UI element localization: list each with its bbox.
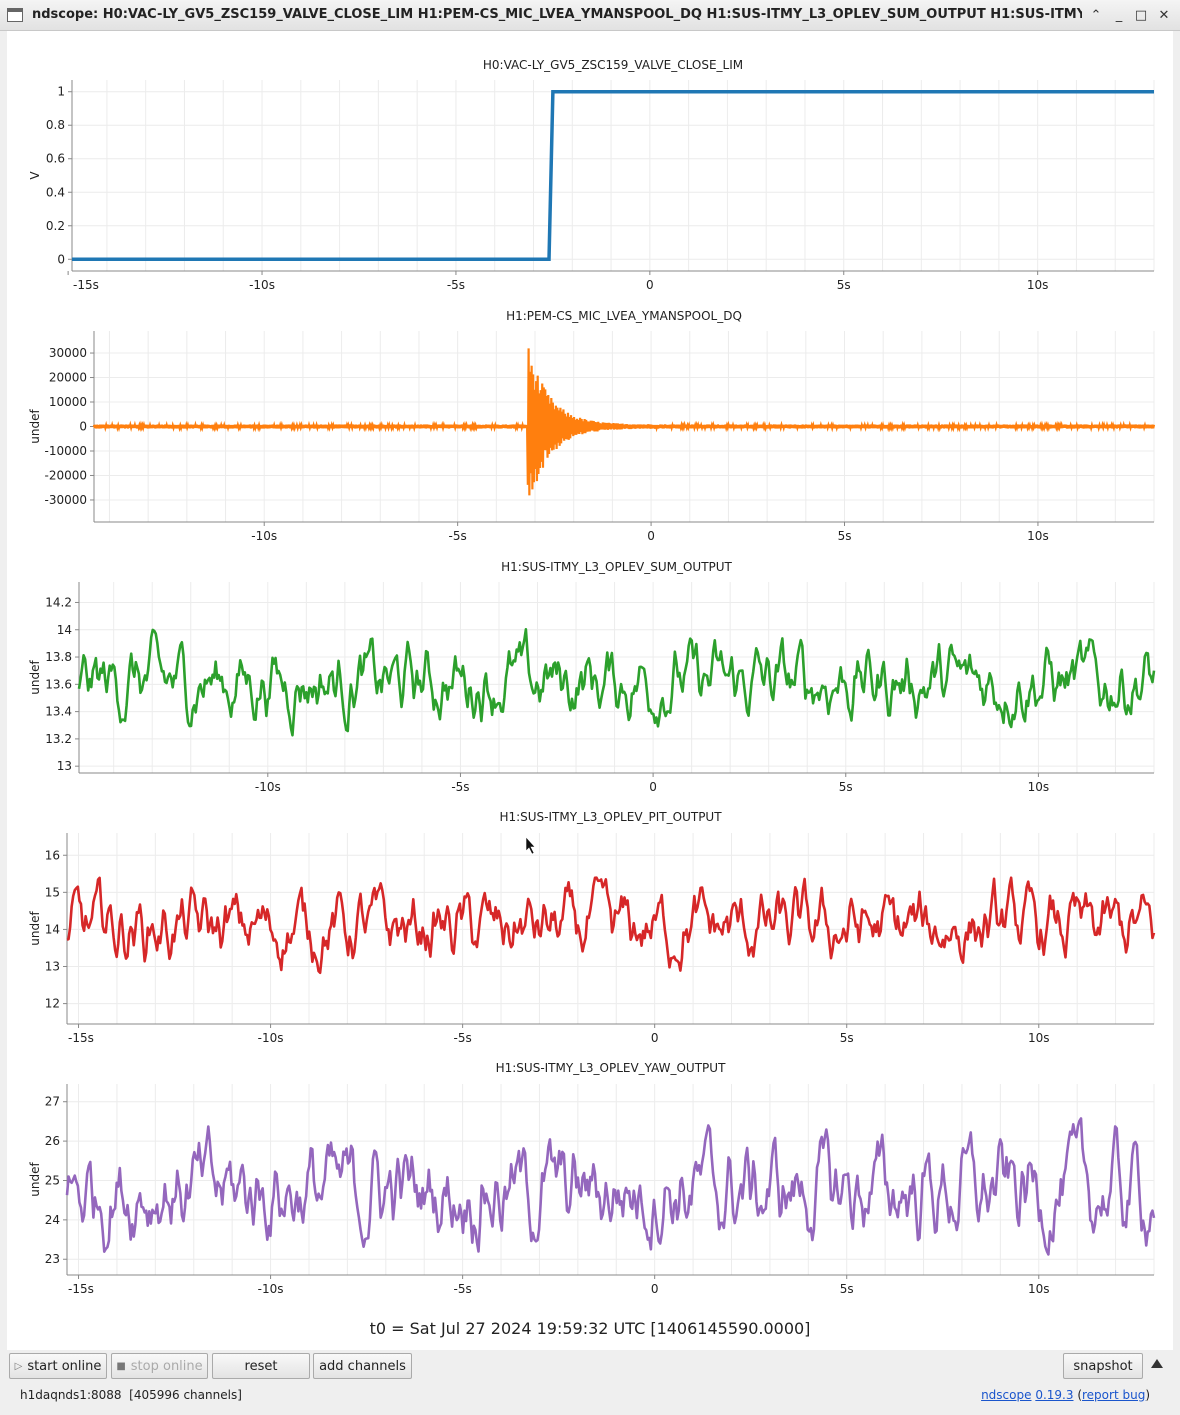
stop-online-button[interactable]: ■ stop online: [111, 1353, 208, 1379]
report-bug-link[interactable]: report bug: [1082, 1388, 1146, 1402]
plot-title-5: H1:SUS-ITMY_L3_OPLEV_YAW_OUTPUT: [495, 1061, 726, 1075]
stop-online-label: stop online: [130, 1358, 203, 1374]
plot-title-3: H1:SUS-ITMY_L3_OPLEV_SUM_OUTPUT: [501, 560, 732, 574]
reset-button[interactable]: reset: [212, 1353, 310, 1379]
plot-title-4: H1:SUS-ITMY_L3_OPLEV_PIT_OUTPUT: [499, 810, 722, 824]
stop-icon: ■: [116, 1360, 126, 1372]
snapshot-button[interactable]: snapshot: [1063, 1353, 1143, 1379]
t0-timestamp: t0 = Sat Jul 27 2024 19:59:32 UTC [14061…: [369, 1319, 811, 1338]
window-titlebar: ndscope: H0:VAC-LY_GV5_ZSC159_VALVE_CLOS…: [0, 0, 1180, 31]
start-online-button[interactable]: ▷ start online: [9, 1353, 107, 1379]
minimize-button[interactable]: _: [1115, 7, 1123, 23]
paren-close: ): [1145, 1388, 1150, 1402]
plot-title-1: H0:VAC-LY_GV5_ZSC159_VALVE_CLOSE_LIM: [482, 58, 744, 72]
plot-area: [7, 31, 1173, 1350]
collapse-arrow-icon[interactable]: [1151, 1359, 1163, 1368]
plot-title-2: H1:PEM-CS_MIC_LVEA_YMANSPOOL_DQ: [506, 309, 742, 323]
minimize-icon[interactable]: ⌃: [1090, 7, 1102, 23]
ndscope-link[interactable]: ndscope: [981, 1388, 1032, 1402]
window-title: ndscope: H0:VAC-LY_GV5_ZSC159_VALVE_CLOS…: [32, 7, 1082, 22]
add-channels-button[interactable]: add channels: [313, 1353, 412, 1379]
start-online-label: start online: [27, 1358, 102, 1374]
maximize-button[interactable]: □: [1134, 7, 1148, 23]
play-icon: ▷: [14, 1360, 23, 1372]
app-window-icon: [7, 8, 23, 22]
version-info: ndscope 0.19.3 (report bug): [981, 1388, 1150, 1402]
close-button[interactable]: ✕: [1158, 7, 1170, 23]
version-link[interactable]: 0.19.3: [1035, 1388, 1074, 1402]
server-status: h1daqnds1:8088 [405996 channels]: [20, 1388, 242, 1402]
paren-open: (: [1073, 1388, 1082, 1402]
